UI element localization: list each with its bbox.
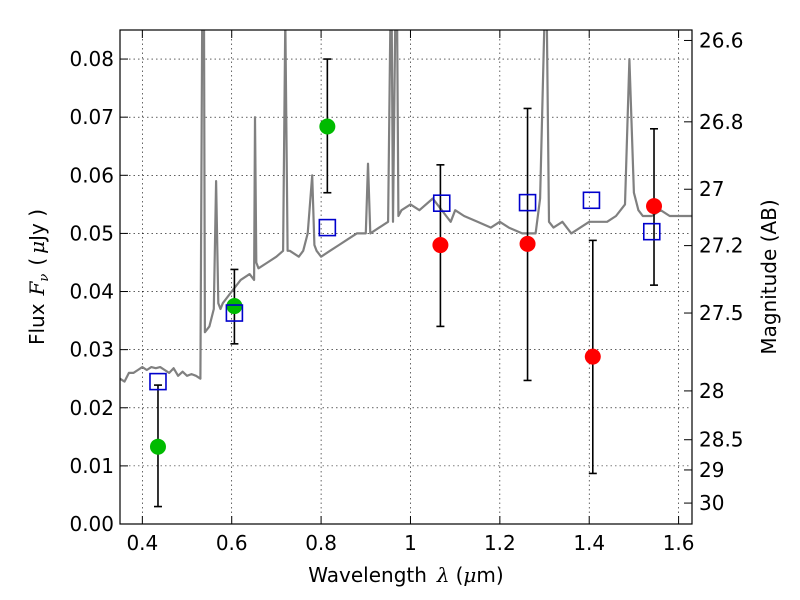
y-axis-label: FluxFν(μJy )	[25, 209, 52, 345]
y-tick-label: 0.03	[69, 338, 114, 362]
data-point	[149, 438, 166, 455]
model-square	[318, 218, 337, 237]
y-tick-label: 0.00	[69, 512, 114, 536]
y2-tick-label: 27	[699, 177, 724, 201]
data-point	[584, 348, 601, 365]
data-point	[319, 118, 336, 135]
x-tick-label: 1.6	[663, 531, 695, 555]
y2-tick-label: 30	[699, 491, 724, 515]
plot-area	[120, 30, 692, 508]
model-square	[225, 304, 244, 322]
x-tick-label: 1.2	[484, 531, 516, 555]
y2-tick-label: 29	[699, 458, 724, 482]
model-square	[582, 191, 601, 210]
y2-tick-label: 26.6	[699, 28, 744, 52]
x-tick-label: 1.4	[573, 531, 605, 555]
model-square	[432, 194, 451, 212]
x-tick-label: 0.6	[216, 531, 248, 555]
data-point	[226, 298, 243, 315]
y2-tick-label: 27.5	[699, 301, 744, 325]
model-square	[642, 222, 661, 241]
model-square	[149, 372, 167, 391]
y2-tick-label: 26.8	[699, 110, 744, 134]
spectrum-line	[120, 30, 692, 383]
data-point	[646, 198, 663, 215]
y-tick-label: 0.05	[69, 221, 114, 245]
y2-tick-label: 28	[699, 379, 724, 403]
data-point	[432, 237, 449, 254]
y-tick-label: 0.06	[69, 163, 114, 187]
x-tick-label: 1	[404, 531, 417, 555]
y2-axis-label: Magnitude (AB)	[757, 199, 781, 354]
y-tick-label: 0.04	[69, 280, 114, 304]
x-axis-label: Wavelength λ (μm)	[308, 563, 503, 587]
y2-tick-label: 27.2	[699, 234, 744, 258]
data-point	[519, 235, 536, 252]
y-tick-label: 0.08	[69, 47, 114, 71]
y-tick-label: 0.02	[69, 396, 114, 420]
y-tick-label: 0.01	[69, 454, 114, 478]
x-tick-label: 0.4	[126, 531, 158, 555]
x-tick-label: 0.8	[305, 531, 337, 555]
y2-tick-label: 28.5	[699, 428, 744, 452]
axes: 0.4 0.6 0.8 1 1.2 1.4 1.6 0.00 0.01 0.02 0.03 0.04 0…	[69, 28, 743, 555]
plot-frame	[119, 29, 693, 525]
model-square	[518, 193, 537, 212]
y-tick-label: 0.07	[69, 105, 114, 129]
